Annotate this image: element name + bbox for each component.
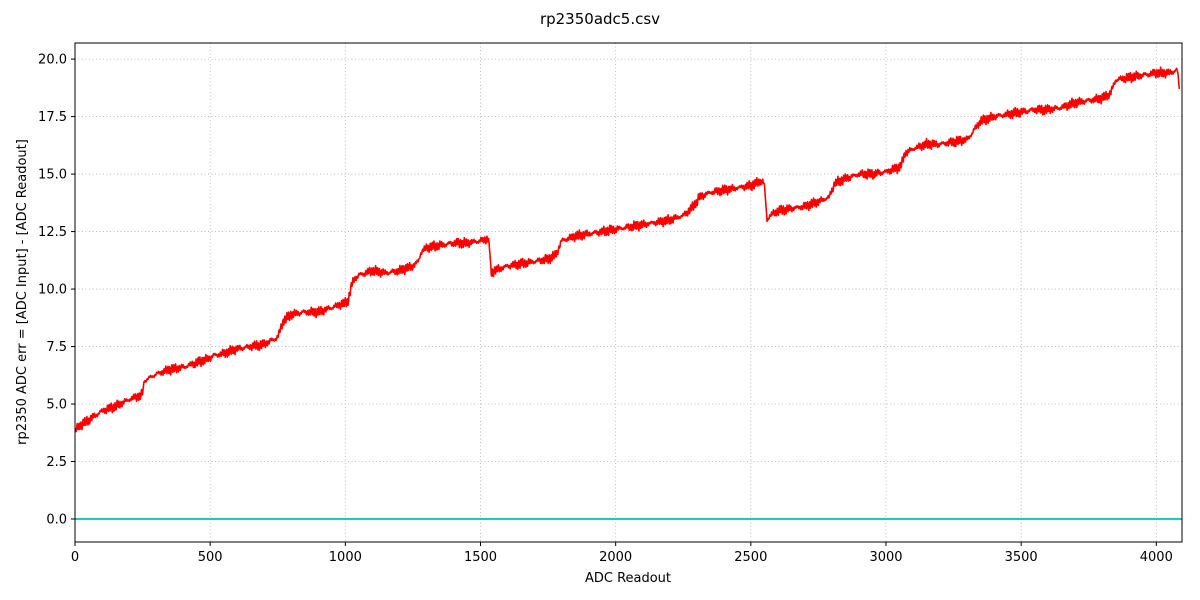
x-axis: 0 500 1000 1500 2000 2500 3000 3500 4000 xyxy=(71,542,1173,565)
y-tick-label: 5.0 xyxy=(46,398,67,413)
x-tick-label: 0 xyxy=(71,550,79,565)
x-tick-label: 1500 xyxy=(464,550,497,565)
y-tick-label: 20.0 xyxy=(38,53,67,68)
y-tick-label: 2.5 xyxy=(46,455,67,470)
x-tick-label: 500 xyxy=(198,550,223,565)
y-axis: 0.0 2.5 5.0 7.5 10.0 12.5 15.0 17.5 20.0 xyxy=(38,53,75,528)
y-tick-label: 12.5 xyxy=(38,225,67,240)
x-tick-label: 2000 xyxy=(599,550,632,565)
x-tick-label: 2500 xyxy=(734,550,767,565)
x-axis-label: ADC Readout xyxy=(585,571,671,586)
series-layer xyxy=(75,66,1182,520)
y-tick-label: 10.0 xyxy=(38,283,67,298)
y-tick-label: 17.5 xyxy=(38,110,67,125)
x-tick-label: 3000 xyxy=(869,550,902,565)
x-tick-label: 4000 xyxy=(1140,550,1173,565)
y-axis-label: rp2350 ADC err = [ADC Input] - [ADC Read… xyxy=(15,139,30,445)
y-tick-label: 0.0 xyxy=(46,513,67,528)
plot-frame xyxy=(74,42,1183,543)
chart-title: rp2350adc5.csv xyxy=(540,10,660,28)
x-tick-label: 1000 xyxy=(329,550,362,565)
x-tick-label: 3500 xyxy=(1005,550,1038,565)
y-tick-label: 15.0 xyxy=(38,168,67,183)
y-tick-label: 7.5 xyxy=(46,340,67,355)
error-series-line xyxy=(75,66,1181,433)
